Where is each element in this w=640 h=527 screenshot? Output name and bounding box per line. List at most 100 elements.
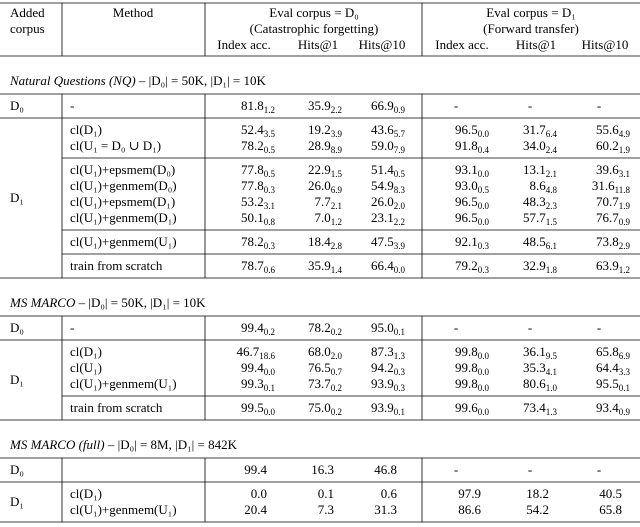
cell: 76.50.7 bbox=[308, 360, 343, 377]
cell: 73.41.3 bbox=[523, 400, 558, 417]
section-name: Natural Questions (NQ) bbox=[9, 73, 136, 88]
cell-value: 78.2 bbox=[241, 138, 264, 153]
header-text: Added bbox=[10, 5, 45, 20]
cell: 18.42.8 bbox=[308, 234, 343, 251]
cell: 73.70.2 bbox=[308, 376, 342, 393]
cell-std: 0.0 bbox=[478, 351, 490, 361]
cell-std: 0.2 bbox=[331, 407, 342, 417]
cell: - bbox=[528, 320, 532, 335]
cell: 8.64.8 bbox=[530, 178, 558, 195]
header-text: Hits@10 bbox=[582, 37, 629, 52]
cell: - bbox=[528, 462, 532, 477]
cell: 81.81.2 bbox=[241, 98, 275, 115]
cell: 92.10.3 bbox=[455, 234, 490, 251]
cell: 66.90.9 bbox=[371, 98, 406, 115]
cell-std: 18.6 bbox=[259, 351, 275, 361]
method: cl(D₁) bbox=[70, 486, 102, 501]
cell-std: 0.9 bbox=[619, 407, 631, 417]
header-text: Hits@1 bbox=[516, 37, 556, 52]
cell-std: 0.0 bbox=[478, 367, 490, 377]
cell: 94.20.3 bbox=[371, 360, 406, 377]
method: cl(U₁) bbox=[70, 360, 102, 375]
cell-value: 96.5 bbox=[455, 194, 478, 209]
method: train from scratch bbox=[70, 400, 163, 415]
cell-value: 22.9 bbox=[308, 162, 331, 177]
cell-value: 50.1 bbox=[241, 210, 264, 225]
cell: 0.1 bbox=[318, 486, 334, 501]
cell: 78.20.3 bbox=[241, 234, 276, 251]
cell: 46.718.6 bbox=[237, 344, 276, 361]
cell-std: 0.0 bbox=[264, 407, 276, 417]
cell-std: 3.3 bbox=[619, 367, 631, 377]
cell: 31.76.4 bbox=[523, 122, 558, 139]
cell: 66.40.0 bbox=[371, 258, 406, 275]
cell: 35.34.1 bbox=[523, 360, 557, 377]
cell-std: 8.3 bbox=[394, 185, 406, 195]
cell-value: 23.1 bbox=[371, 210, 394, 225]
cell: 39.63.1 bbox=[596, 162, 630, 179]
cell: 75.00.2 bbox=[308, 400, 342, 417]
cell-std: 0.3 bbox=[394, 367, 406, 377]
cell: 13.12.1 bbox=[523, 162, 557, 179]
cell-value: 93.9 bbox=[371, 400, 394, 415]
cell: 40.5 bbox=[599, 486, 622, 501]
cell: 97.9 bbox=[458, 486, 481, 501]
cell: 78.20.2 bbox=[308, 320, 342, 337]
cell-std: 7.9 bbox=[394, 145, 406, 155]
cell: 35.91.4 bbox=[308, 258, 343, 275]
cell-value: 95.5 bbox=[596, 376, 619, 391]
cell-std: 0.2 bbox=[331, 327, 342, 337]
cell: 93.90.1 bbox=[371, 400, 405, 417]
method: cl(U₁)+genmem(D₀) bbox=[70, 178, 177, 193]
cell-value: 35.9 bbox=[308, 98, 331, 113]
cell-std: 2.0 bbox=[394, 201, 406, 211]
cell-std: 2.1 bbox=[546, 169, 557, 179]
cell: 22.91.5 bbox=[308, 162, 343, 179]
cell: 96.50.0 bbox=[455, 122, 490, 139]
cell-std: 4.9 bbox=[619, 129, 631, 139]
cell-value: 93.1 bbox=[455, 162, 478, 177]
cell: 50.10.8 bbox=[241, 210, 276, 227]
cell-std: 5.7 bbox=[394, 129, 406, 139]
cell: 86.6 bbox=[458, 502, 481, 517]
cell-value: 35.9 bbox=[308, 258, 331, 273]
cell-std: 1.8 bbox=[546, 265, 558, 275]
corpus: D₁ bbox=[10, 494, 24, 509]
cell-value: 99.4 bbox=[241, 360, 264, 375]
method: - bbox=[70, 320, 74, 335]
cell-std: 0.1 bbox=[264, 383, 275, 393]
cell-std: 1.3 bbox=[546, 407, 558, 417]
cell: - bbox=[597, 98, 601, 113]
cell-std: 0.4 bbox=[478, 145, 490, 155]
cell-std: 2.3 bbox=[546, 201, 558, 211]
cell-value: 18.4 bbox=[308, 234, 331, 249]
cell: - bbox=[597, 462, 601, 477]
cell: 99.80.0 bbox=[455, 376, 490, 393]
cell-value: 7.7 bbox=[315, 194, 332, 209]
cell-std: 4.8 bbox=[546, 185, 558, 195]
cell: 32.91.8 bbox=[523, 258, 558, 275]
cell-std: 3.5 bbox=[264, 129, 276, 139]
cell-value: 91.8 bbox=[455, 138, 478, 153]
cell: 99.40.0 bbox=[241, 360, 276, 377]
cell: 76.70.9 bbox=[596, 210, 631, 227]
cell-std: 9.5 bbox=[546, 351, 558, 361]
cell: 96.50.0 bbox=[455, 210, 490, 227]
cell-value: 19.2 bbox=[308, 122, 331, 137]
method: cl(U₁)+genmem(U₁) bbox=[70, 234, 177, 249]
cell: 78.70.6 bbox=[241, 258, 276, 275]
cell: 99.80.0 bbox=[455, 344, 490, 361]
cell-value: 13.1 bbox=[523, 162, 546, 177]
method: train from scratch bbox=[70, 258, 163, 273]
cell: 19.23.9 bbox=[308, 122, 343, 139]
cell-std: 1.9 bbox=[619, 201, 631, 211]
cell: 23.12.2 bbox=[371, 210, 405, 227]
cell: 20.4 bbox=[244, 502, 267, 517]
cell: 99.80.0 bbox=[455, 360, 490, 377]
cell: 47.53.9 bbox=[371, 234, 406, 251]
cell-std: 0.9 bbox=[619, 217, 631, 227]
cell-value: 77.8 bbox=[241, 178, 264, 193]
header-text: Hits@1 bbox=[298, 37, 338, 52]
cell-std: 0.7 bbox=[331, 367, 343, 377]
cell: 65.8 bbox=[599, 502, 622, 517]
